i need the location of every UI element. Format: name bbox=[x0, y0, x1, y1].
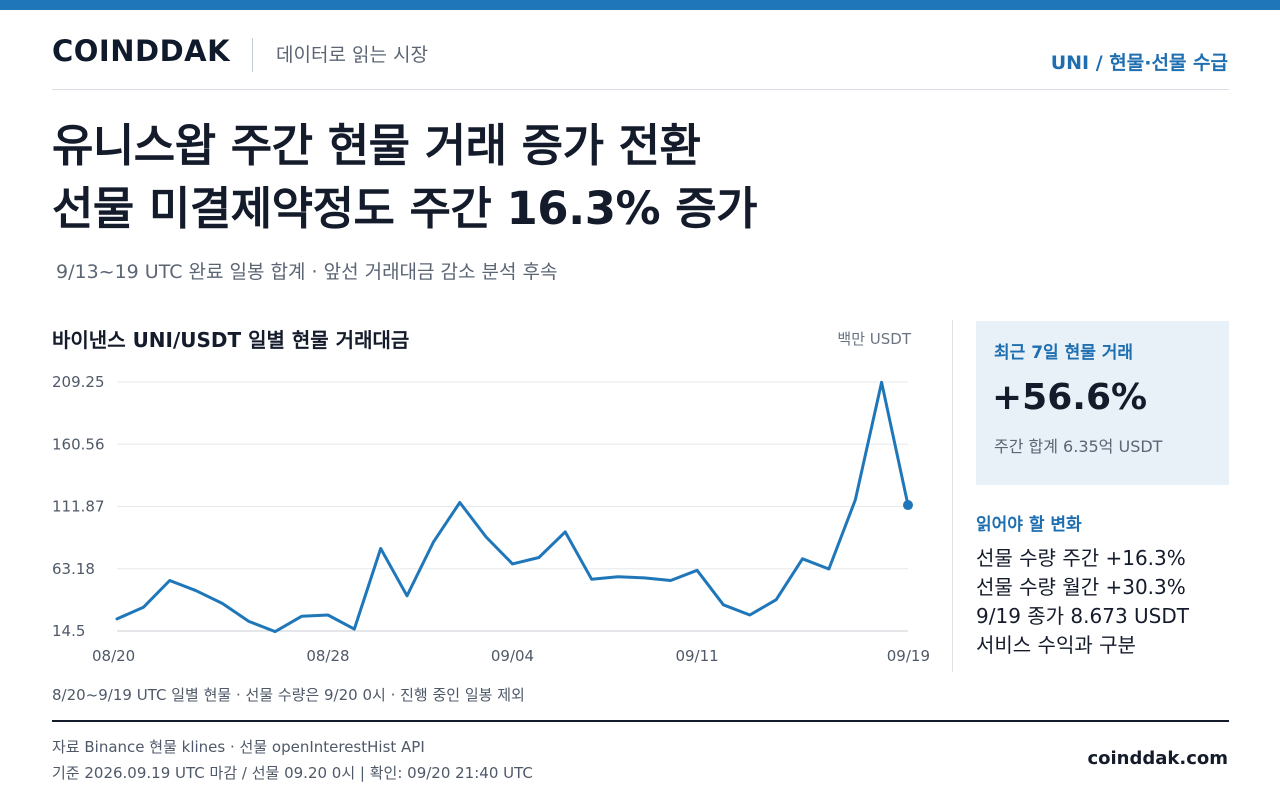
y-tick-label: 209.25 bbox=[52, 373, 105, 391]
x-tick-label: 08/28 bbox=[306, 647, 349, 665]
section-divider bbox=[952, 320, 953, 672]
brand-tagline: 데이터로 읽는 시장 bbox=[276, 44, 428, 66]
site-link[interactable]: coinddak.com bbox=[1087, 748, 1228, 769]
x-tick-label: 09/11 bbox=[675, 647, 718, 665]
changes-title: 읽어야 할 변화 bbox=[976, 515, 1082, 535]
x-tick-label: 09/04 bbox=[491, 647, 534, 665]
footer-divider bbox=[52, 720, 1229, 722]
chart-title: 바이낸스 UNI/USDT 일별 현물 거래대금 bbox=[52, 328, 410, 352]
y-tick-label: 14.5 bbox=[52, 622, 85, 640]
weekly-stat-card: 최근 7일 현물 거래 +56.6% 주간 합계 6.35억 USDT bbox=[976, 321, 1229, 485]
list-item: 서비스 수익과 구분 bbox=[976, 633, 1136, 657]
topic-label[interactable]: UNI / 현물·선물 수급 bbox=[1050, 52, 1228, 74]
page-title: 유니스왑 주간 현물 거래 증가 전환 선물 미결제약정도 주간 16.3% 증… bbox=[52, 114, 758, 240]
y-tick-label: 63.18 bbox=[52, 560, 95, 578]
header-divider bbox=[52, 89, 1229, 90]
changes-list: 선물 수량 주간 +16.3% 선물 수량 월간 +30.3% 9/19 종가 … bbox=[976, 544, 1189, 660]
top-accent-bar bbox=[0, 0, 1280, 10]
stat-label: 최근 7일 현물 거래 bbox=[994, 343, 1134, 363]
stat-subtext: 주간 합계 6.35억 USDT bbox=[994, 437, 1163, 456]
x-tick-label: 09/19 bbox=[887, 647, 930, 665]
last-point-marker bbox=[903, 500, 913, 511]
y-tick-label: 111.87 bbox=[52, 498, 105, 516]
series-line bbox=[115, 380, 910, 634]
x-tick-label: 08/20 bbox=[92, 647, 135, 665]
footer-source: 자료 Binance 현물 klines · 선물 openInterestHi… bbox=[52, 738, 425, 756]
footer-basis: 기준 2026.09.19 UTC 마감 / 선물 09.20 0시 | 확인:… bbox=[52, 764, 533, 782]
list-item: 선물 수량 월간 +30.3% bbox=[976, 575, 1186, 599]
title-line-1: 유니스왑 주간 현물 거래 증가 전환 bbox=[52, 119, 701, 172]
line-chart: 14.5 63.18 111.87 160.56 209.25 08/20 08/28 09/… bbox=[52, 373, 930, 665]
y-tick-label: 160.56 bbox=[52, 435, 105, 453]
brand-logo[interactable]: COINDDAK bbox=[52, 34, 231, 68]
chart-unit: 백만 USDT bbox=[837, 330, 911, 348]
list-item: 9/19 종가 8.673 USDT bbox=[976, 604, 1189, 628]
chart-note: 8/20~9/19 UTC 일별 현물 · 선물 수량은 9/20 0시 · 진… bbox=[52, 686, 525, 704]
stat-value: +56.6% bbox=[992, 377, 1148, 418]
brand-divider bbox=[252, 38, 253, 72]
title-line-2: 선물 미결제약정도 주간 16.3% 증가 bbox=[52, 182, 758, 235]
list-item: 선물 수량 주간 +16.3% bbox=[976, 546, 1186, 570]
page-subtitle: 9/13~19 UTC 완료 일봉 합계 · 앞선 거래대금 감소 분석 후속 bbox=[56, 261, 558, 283]
